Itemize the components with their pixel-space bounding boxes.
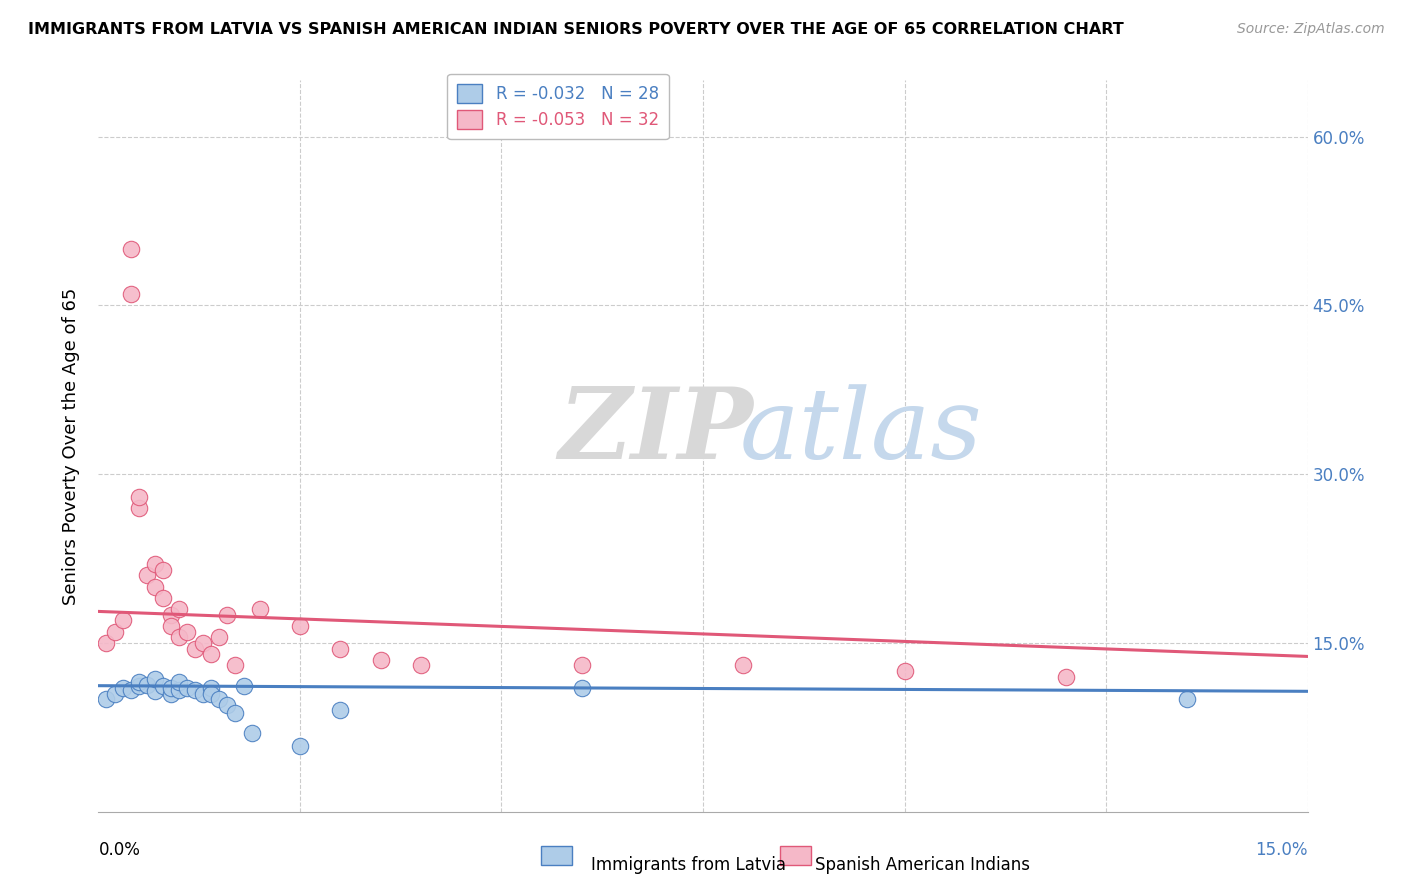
Point <box>167 602 190 616</box>
Point <box>370 653 392 667</box>
Point <box>103 687 125 701</box>
Point <box>96 636 118 650</box>
Point <box>200 647 222 661</box>
Point <box>143 557 166 571</box>
Point <box>128 490 150 504</box>
Point <box>329 703 352 717</box>
Point <box>143 672 166 686</box>
Point <box>176 681 198 695</box>
Point <box>217 607 239 622</box>
Point <box>120 287 142 301</box>
Point <box>152 563 174 577</box>
Point <box>288 619 311 633</box>
Point <box>167 630 190 644</box>
Point <box>193 687 215 701</box>
Point <box>160 687 183 701</box>
Point <box>240 726 263 740</box>
Point <box>176 624 198 639</box>
Point <box>1054 670 1077 684</box>
Point <box>128 679 150 693</box>
Point <box>128 500 150 515</box>
Point <box>111 614 134 628</box>
Point <box>120 242 142 256</box>
Point <box>160 681 183 695</box>
Text: atlas: atlas <box>740 384 981 479</box>
Text: 0.0%: 0.0% <box>98 841 141 859</box>
Point <box>160 619 183 633</box>
Point <box>200 681 222 695</box>
Text: ZIP: ZIP <box>558 384 752 480</box>
Text: 15.0%: 15.0% <box>1256 841 1308 859</box>
Point <box>224 706 246 720</box>
Point <box>143 580 166 594</box>
Point <box>135 568 157 582</box>
Text: Spanish American Indians: Spanish American Indians <box>815 856 1031 874</box>
Point <box>184 641 207 656</box>
Point <box>152 591 174 605</box>
Point <box>200 687 222 701</box>
Point <box>111 681 134 695</box>
Point <box>232 679 254 693</box>
Point <box>103 624 125 639</box>
Point <box>571 681 593 695</box>
Point <box>167 675 190 690</box>
Text: IMMIGRANTS FROM LATVIA VS SPANISH AMERICAN INDIAN SENIORS POVERTY OVER THE AGE O: IMMIGRANTS FROM LATVIA VS SPANISH AMERIC… <box>28 22 1123 37</box>
Point <box>893 664 915 678</box>
Point <box>329 641 352 656</box>
Point <box>249 602 271 616</box>
Text: Source: ZipAtlas.com: Source: ZipAtlas.com <box>1237 22 1385 37</box>
Point <box>193 636 215 650</box>
Point <box>224 658 246 673</box>
Point <box>1175 692 1198 706</box>
Point <box>160 607 183 622</box>
Point <box>288 739 311 754</box>
Point <box>208 692 231 706</box>
Point <box>143 684 166 698</box>
Point <box>733 658 755 673</box>
Point <box>409 658 432 673</box>
Point <box>128 675 150 690</box>
Legend: R = -0.032   N = 28, R = -0.053   N = 32: R = -0.032 N = 28, R = -0.053 N = 32 <box>447 74 669 139</box>
Y-axis label: Seniors Poverty Over the Age of 65: Seniors Poverty Over the Age of 65 <box>62 287 80 605</box>
Point <box>167 683 190 698</box>
Point <box>152 679 174 693</box>
Point <box>96 692 118 706</box>
Text: Immigrants from Latvia: Immigrants from Latvia <box>591 856 786 874</box>
Point <box>135 677 157 691</box>
Point <box>120 683 142 698</box>
Point <box>208 630 231 644</box>
Point <box>184 683 207 698</box>
Point <box>217 698 239 712</box>
Point <box>571 658 593 673</box>
